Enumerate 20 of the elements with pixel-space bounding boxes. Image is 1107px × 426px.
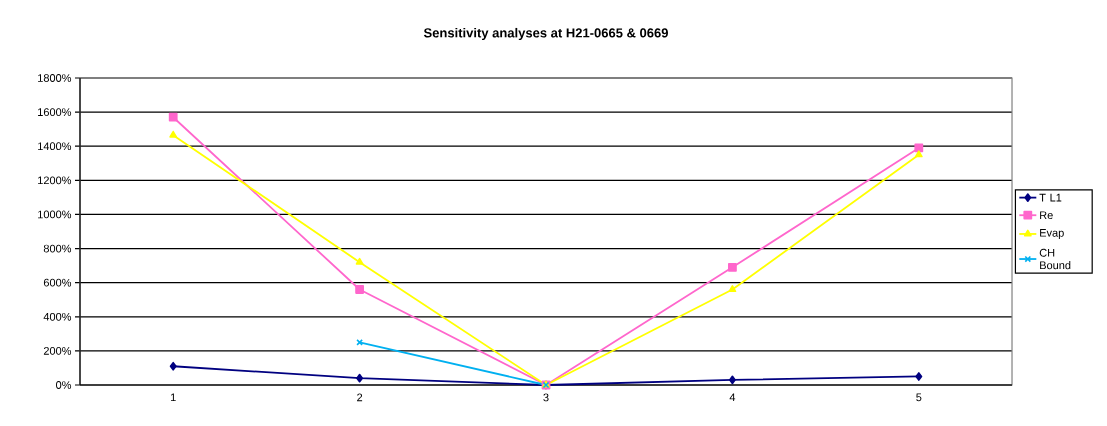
- x-tick-label: 5: [916, 393, 922, 402]
- x-tick-label: 3: [543, 393, 549, 402]
- y-tick-label: 1600%: [38, 108, 72, 116]
- x-tick-label: 1: [170, 393, 176, 402]
- legend-label: T L1: [1039, 193, 1062, 202]
- y-tick-label: 200%: [43, 346, 72, 355]
- x-tick-label: 4: [729, 393, 736, 402]
- y-tick-label: 600%: [43, 278, 72, 287]
- y-tick-label: 1000%: [38, 210, 72, 219]
- legend-label: Evap: [1040, 229, 1064, 239]
- y-tick-label: 1800%: [38, 74, 72, 82]
- legend-label: Re: [1040, 211, 1053, 220]
- y-tick-label: 400%: [43, 312, 72, 321]
- y-tick-label: 1400%: [38, 142, 72, 151]
- y-tick-label: 800%: [43, 244, 72, 253]
- y-tick-label: 0%: [56, 381, 72, 389]
- legend-label: CH Bound: [1039, 248, 1071, 270]
- x-tick-label: 2: [357, 393, 363, 402]
- chart-title: Sensitivity analyses at H21-0665 & 0669: [423, 27, 668, 41]
- y-tick-label: 1200%: [38, 176, 72, 185]
